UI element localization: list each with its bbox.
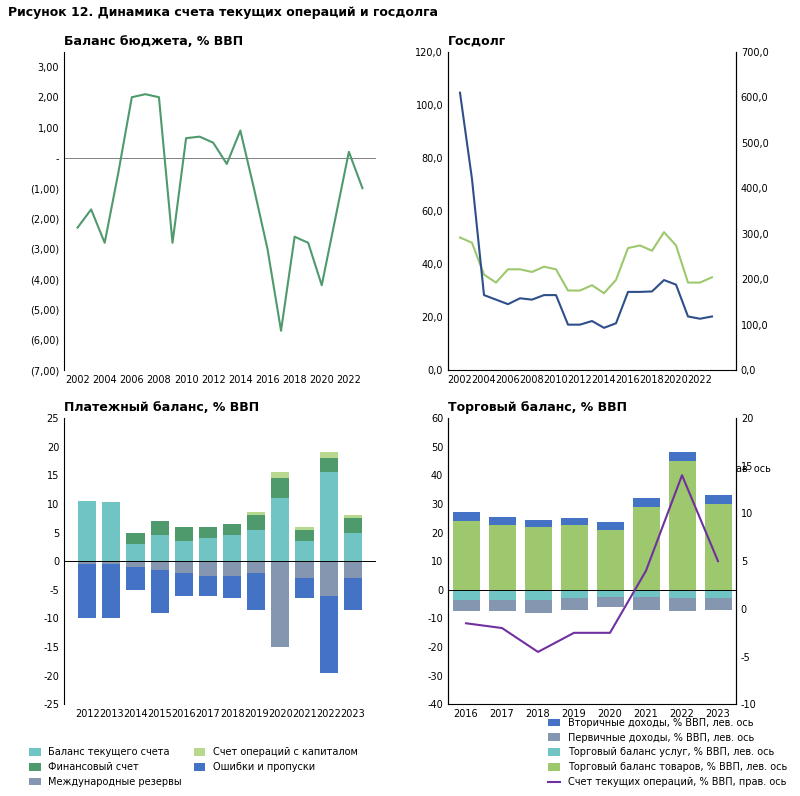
Bar (597, 597, 623, 607)
Bar (344, 533, 362, 561)
Text: Госдолг: Госдолг (448, 35, 506, 48)
Счет текущих операций, % ВВП, прав. ось (462, 618, 471, 628)
Bar (344, 518, 362, 533)
Bar (199, 538, 217, 561)
Bar (489, 517, 515, 525)
Bar (199, 527, 217, 538)
Bar (271, 498, 290, 561)
Bar (489, 525, 515, 590)
Bar (453, 590, 479, 600)
Счет текущих операций, % ВВП, прав. ось (677, 470, 686, 480)
Bar (247, 561, 266, 572)
Bar (525, 600, 551, 613)
Bar (669, 590, 695, 599)
Bar (150, 536, 169, 561)
Bar (271, 561, 290, 647)
Bar (453, 600, 479, 611)
Bar (633, 590, 659, 597)
Bar (525, 527, 551, 590)
Bar (561, 518, 587, 525)
Text: Рисунок 12. Динамика счета текущих операций и госдолга: Рисунок 12. Динамика счета текущих опера… (8, 6, 438, 18)
Legend: Госдолг, % ВВП, лев. ось, Госдолг, % доходов бюджета, прав. ось: Госдолг, % ВВП, лев. ось, Госдолг, % дох… (533, 445, 774, 478)
Bar (489, 590, 515, 600)
Счет текущих операций, % ВВП, прав. ось (570, 628, 579, 638)
Bar (223, 536, 241, 561)
Счет текущих операций, % ВВП, прав. ось (714, 556, 723, 566)
Bar (102, 502, 121, 561)
Bar (102, 564, 121, 618)
Bar (126, 567, 145, 590)
Bar (525, 520, 551, 527)
Bar (199, 561, 217, 576)
Счет текущих операций, % ВВП, прав. ось (642, 566, 651, 576)
Счет текущих операций, % ВВП, прав. ось (533, 647, 542, 657)
Bar (633, 498, 659, 507)
Text: Платежный баланс, % ВВП: Платежный баланс, % ВВП (64, 401, 259, 414)
Bar (150, 570, 169, 613)
Bar (295, 541, 314, 561)
Bar (150, 561, 169, 570)
Bar (344, 561, 362, 579)
Legend: Баланс текущего счета, Финансовый счет, Международные резервы, Счет операций с к: Баланс текущего счета, Финансовый счет, … (29, 747, 358, 787)
Bar (319, 561, 338, 595)
Bar (102, 561, 121, 564)
Bar (669, 461, 695, 590)
Bar (319, 472, 338, 561)
Bar (319, 458, 338, 472)
Bar (633, 597, 659, 610)
Bar (561, 525, 587, 590)
Bar (150, 521, 169, 536)
Bar (174, 527, 193, 541)
Bar (174, 572, 193, 595)
Bar (669, 599, 695, 611)
Bar (295, 579, 314, 599)
Legend: Вторичные доходы, % ВВП, лев. ось, Первичные доходы, % ВВП, лев. ось, Торговый б: Вторичные доходы, % ВВП, лев. ось, Перви… (549, 718, 787, 787)
Text: Баланс бюджета, % ВВП: Баланс бюджета, % ВВП (64, 35, 243, 48)
Bar (597, 522, 623, 529)
Bar (597, 529, 623, 590)
Bar (126, 561, 145, 567)
Bar (126, 544, 145, 561)
Bar (561, 590, 587, 599)
Bar (319, 452, 338, 458)
Bar (453, 521, 479, 590)
Bar (199, 576, 217, 595)
Bar (247, 572, 266, 610)
Bar (78, 564, 96, 618)
Bar (705, 599, 731, 610)
Bar (126, 533, 145, 544)
Bar (223, 576, 241, 599)
Bar (344, 515, 362, 518)
Bar (78, 501, 96, 561)
Bar (489, 600, 515, 611)
Bar (453, 513, 479, 521)
Bar (247, 513, 266, 515)
Bar (525, 590, 551, 600)
Bar (633, 507, 659, 590)
Bar (223, 524, 241, 536)
Bar (78, 561, 96, 564)
Счет текущих операций, % ВВП, прав. ось (498, 623, 507, 633)
Bar (319, 595, 338, 673)
Bar (597, 590, 623, 597)
Bar (705, 590, 731, 599)
Bar (295, 529, 314, 541)
Bar (271, 478, 290, 498)
Bar (271, 472, 290, 478)
Text: Торговый баланс, % ВВП: Торговый баланс, % ВВП (448, 401, 627, 414)
Bar (705, 504, 731, 590)
Bar (174, 541, 193, 561)
Bar (174, 561, 193, 572)
Счет текущих операций, % ВВП, прав. ось (606, 628, 615, 638)
Bar (295, 527, 314, 529)
Bar (561, 599, 587, 610)
Line: Счет текущих операций, % ВВП, прав. ось: Счет текущих операций, % ВВП, прав. ось (466, 475, 718, 652)
Bar (247, 529, 266, 561)
Bar (705, 495, 731, 504)
Bar (344, 579, 362, 610)
Bar (223, 561, 241, 576)
Bar (247, 515, 266, 529)
Bar (295, 561, 314, 579)
Bar (669, 452, 695, 461)
